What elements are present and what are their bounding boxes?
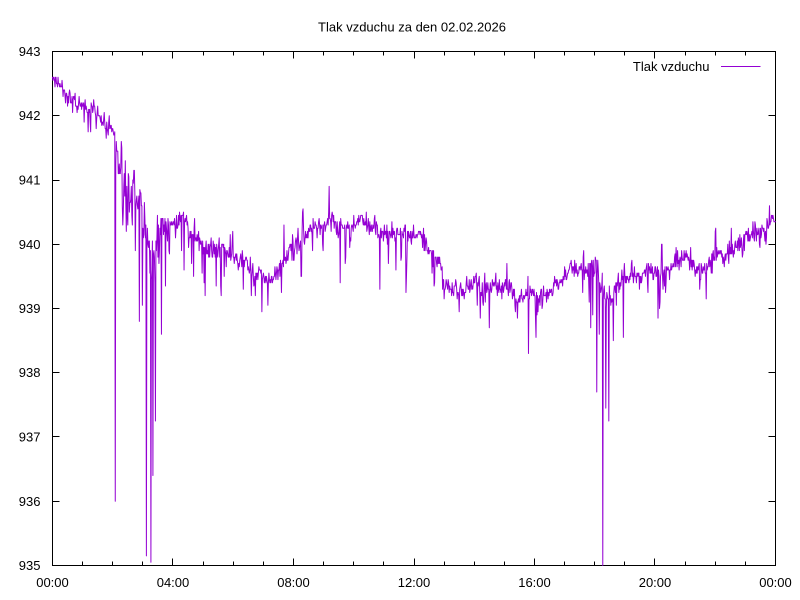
svg-text:Tlak vzduchu: Tlak vzduchu: [633, 59, 710, 74]
svg-text:943: 943: [19, 44, 41, 59]
svg-text:00:00: 00:00: [759, 575, 792, 590]
svg-text:937: 937: [19, 430, 41, 445]
svg-text:935: 935: [19, 558, 41, 573]
svg-text:938: 938: [19, 365, 41, 380]
svg-text:941: 941: [19, 173, 41, 188]
svg-text:12:00: 12:00: [398, 575, 431, 590]
svg-text:16:00: 16:00: [518, 575, 551, 590]
svg-text:940: 940: [19, 237, 41, 252]
svg-text:942: 942: [19, 108, 41, 123]
svg-text:Tlak vzduchu za den 02.02.2026: Tlak vzduchu za den 02.02.2026: [318, 20, 506, 35]
svg-text:20:00: 20:00: [639, 575, 672, 590]
svg-text:00:00: 00:00: [36, 575, 69, 590]
svg-text:04:00: 04:00: [157, 575, 190, 590]
svg-text:936: 936: [19, 494, 41, 509]
svg-text:08:00: 08:00: [277, 575, 310, 590]
svg-text:939: 939: [19, 301, 41, 316]
